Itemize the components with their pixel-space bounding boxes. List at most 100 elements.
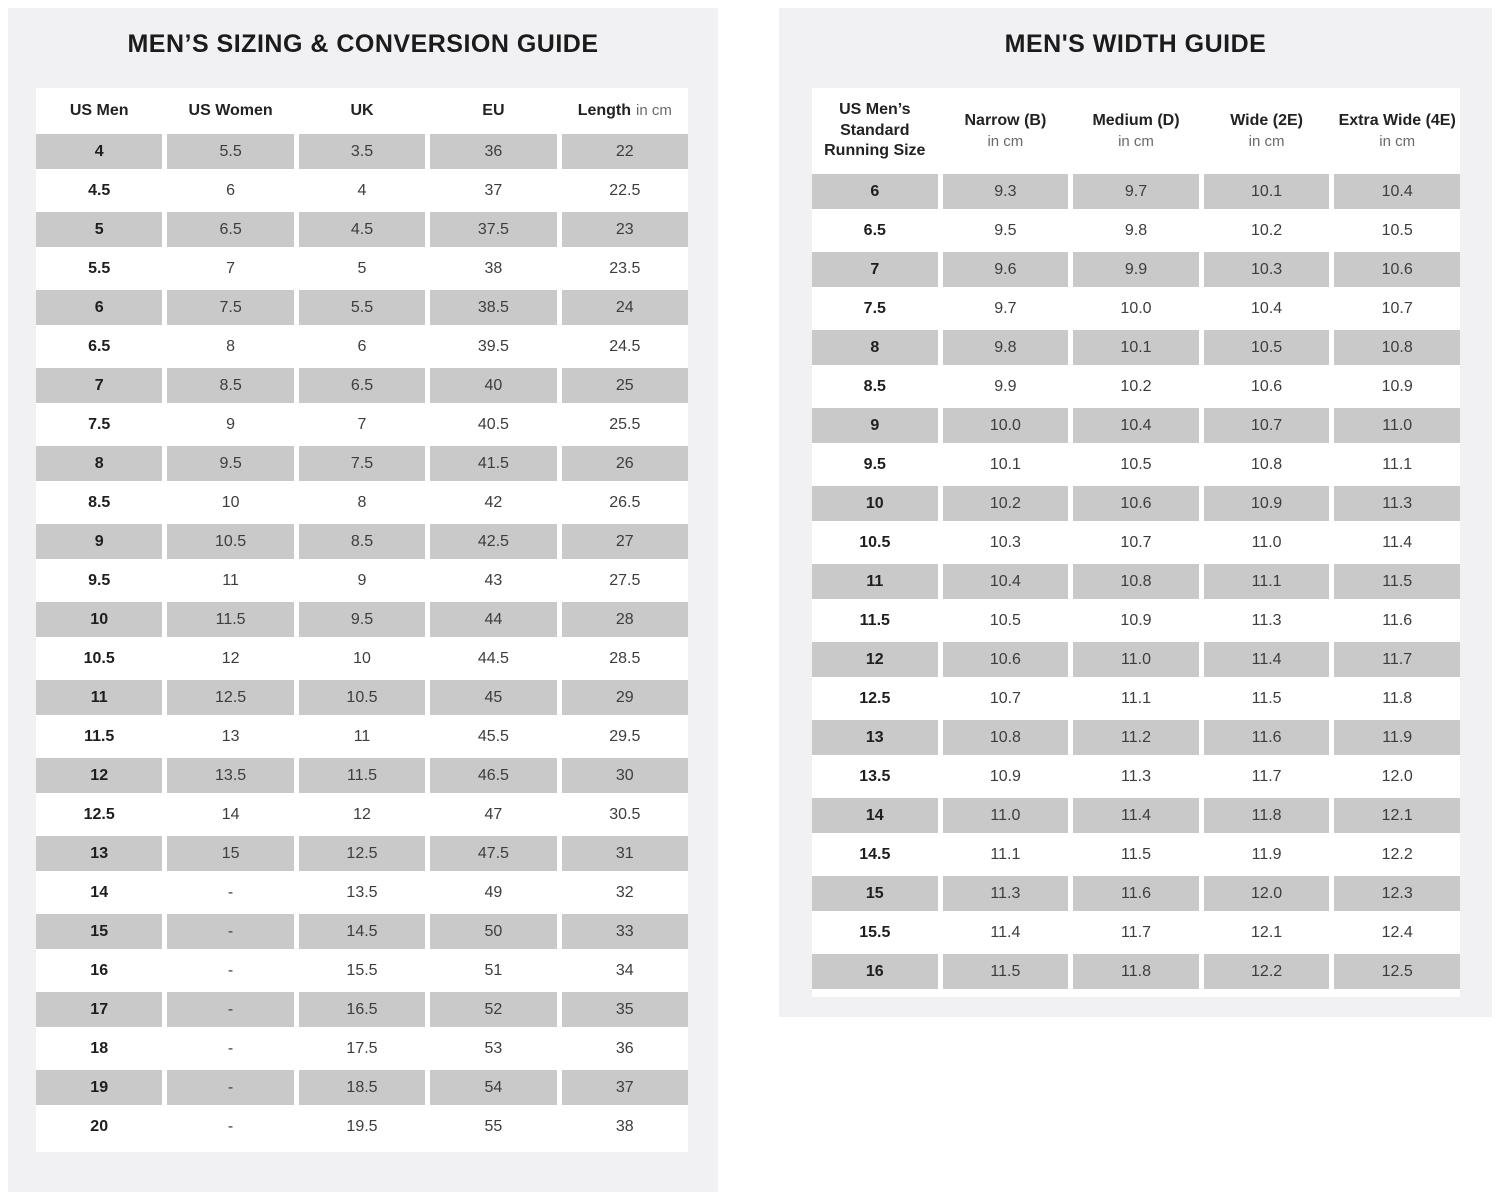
table-row: 17-16.5 52 35: [36, 992, 688, 1027]
table-cell: 10.0: [1073, 291, 1199, 326]
table-cell: 9.5: [942, 213, 1069, 248]
table-cell: 29: [561, 680, 688, 715]
width-guide-title: MEN'S WIDTH GUIDE: [1004, 30, 1267, 58]
table-cell: 47.5: [430, 836, 557, 871]
table-cell: 10.1: [942, 447, 1069, 482]
table-cell: 52: [430, 992, 557, 1027]
column-title: Extra Wide (4E): [1338, 112, 1456, 130]
table-cell: 7: [812, 252, 938, 287]
table-cell: 26: [561, 446, 688, 481]
table-cell: 9.9: [942, 369, 1069, 404]
table-cell: 9: [812, 408, 938, 443]
table-cell: 4.5: [298, 212, 426, 247]
table-cell: 38.5: [430, 290, 557, 325]
table-cell: 12.4: [1334, 915, 1460, 950]
table-row: 8.5 10 8 42 26.5: [36, 485, 688, 520]
table-cell: 12.5: [36, 797, 163, 832]
table-row: 10.5 10.3 10.7 11.0 11.4: [812, 525, 1460, 560]
table-row: 19-18.5 54 37: [36, 1070, 688, 1105]
table-cell: 7: [298, 407, 426, 442]
table-cell: 10.6: [1334, 252, 1460, 287]
table-cell: 8: [812, 330, 938, 365]
table-cell: 28.5: [561, 641, 688, 676]
table-cell: 11.1: [1203, 564, 1330, 599]
table-cell: 6: [298, 329, 426, 364]
table-cell: 11.6: [1334, 603, 1460, 638]
table-cell: 11.3: [942, 876, 1069, 911]
sizing-table-body: 4 5.5 3.5 36 22 4.5 6 4 37 22.5 5 6.5 4.5 37.5 23 5.5 7 5…: [36, 134, 688, 1144]
table-cell: 11.3: [1203, 603, 1330, 638]
width-table-body: 6 9.3 9.7 10.1 10.4 6.5 9.5 9.8 10.2 10.5 7 9.6 9.9 1…: [812, 174, 1460, 989]
table-cell: 10.1: [1203, 174, 1330, 209]
table-cell: 9.8: [1073, 213, 1199, 248]
table-cell: 9.5: [36, 563, 163, 598]
table-cell: 12.5: [298, 836, 426, 871]
table-cell: 46.5: [430, 758, 557, 793]
table-cell: 18.5: [298, 1070, 426, 1105]
table-cell: 9.6: [942, 252, 1069, 287]
table-cell: -: [167, 1070, 294, 1105]
table-cell: 9: [298, 563, 426, 598]
table-cell: 10.9: [942, 759, 1069, 794]
column-title: US Women: [188, 101, 273, 119]
table-cell: 27: [561, 524, 688, 559]
width-table: US Men’s Standard Running Size Narrow (B)…: [812, 88, 1460, 997]
table-row: 7.5 9 7 40.5 25.5: [36, 407, 688, 442]
table-cell: 10.7: [1203, 408, 1330, 443]
table-cell: 12.0: [1334, 759, 1460, 794]
table-cell: 10.9: [1073, 603, 1199, 638]
column-header: Extra Wide (4E) in cm: [1334, 88, 1460, 174]
table-row: 13.5 10.9 11.3 11.7 12.0: [812, 759, 1460, 794]
table-cell: 37: [430, 173, 557, 208]
table-cell: 8: [298, 485, 426, 520]
table-cell: 9.5: [167, 446, 294, 481]
table-row: 7.5 9.7 10.0 10.4 10.7: [812, 291, 1460, 326]
table-cell: 10.5: [942, 603, 1069, 638]
table-cell: 8.5: [812, 369, 938, 404]
column-header: Wide (2E) in cm: [1204, 88, 1330, 174]
column-unit: in cm: [636, 101, 672, 119]
table-cell: 20: [36, 1109, 163, 1144]
column-title: US Men’s Standard Running Size: [824, 100, 926, 160]
table-cell: 11.9: [1334, 720, 1460, 755]
table-row: 13 15 12.5 47.5 31: [36, 836, 688, 871]
table-cell: 10.8: [942, 720, 1069, 755]
table-row: 11 12.5 10.5 45 29: [36, 680, 688, 715]
column-title: US Men: [69, 101, 129, 119]
sizing-table-header-row: US Men US Women UK EU Length in cm: [36, 88, 688, 134]
table-cell: 11.7: [1334, 642, 1460, 677]
table-row: 10.5 12 10 44.5 28.5: [36, 641, 688, 676]
table-cell: 11.1: [1334, 447, 1460, 482]
table-row: 6 7.5 5.5 38.5 24: [36, 290, 688, 325]
table-row: 5 6.5 4.5 37.5 23: [36, 212, 688, 247]
table-row: 16 11.5 11.8 12.2 12.5: [812, 954, 1460, 989]
table-cell: 11.2: [1073, 720, 1199, 755]
table-cell: 12: [36, 758, 163, 793]
table-cell: 45.5: [430, 719, 557, 754]
table-cell: 11.5: [812, 603, 938, 638]
table-cell: 10.5: [36, 641, 163, 676]
table-cell: 5.5: [36, 251, 163, 286]
table-cell: 5: [36, 212, 163, 247]
table-cell: 34: [561, 953, 688, 988]
column-title: Length: [577, 101, 632, 119]
table-cell: 9.5: [298, 602, 426, 637]
table-cell: 10.5: [1203, 330, 1330, 365]
table-cell: 42.5: [430, 524, 557, 559]
sizing-guide-panel: MEN’S SIZING & CONVERSION GUIDE US Men US…: [8, 8, 718, 1192]
column-header: Medium (D) in cm: [1073, 88, 1199, 174]
sizing-guide-title: MEN’S SIZING & CONVERSION GUIDE: [127, 30, 599, 58]
table-row: 12 13.5 11.5 46.5 30: [36, 758, 688, 793]
table-cell: 10.3: [1203, 252, 1330, 287]
table-cell: 42: [430, 485, 557, 520]
column-header: Length in cm: [562, 88, 688, 134]
table-cell: 11.4: [942, 915, 1069, 950]
table-row: 4 5.5 3.5 36 22: [36, 134, 688, 169]
table-cell: 13.5: [812, 759, 938, 794]
table-row: 7 8.5 6.5 40 25: [36, 368, 688, 403]
table-cell: 25.5: [561, 407, 688, 442]
table-row: 4.5 6 4 37 22.5: [36, 173, 688, 208]
table-row: 15.5 11.4 11.7 12.1 12.4: [812, 915, 1460, 950]
table-cell: 55: [430, 1109, 557, 1144]
table-cell: 11.5: [1203, 681, 1330, 716]
